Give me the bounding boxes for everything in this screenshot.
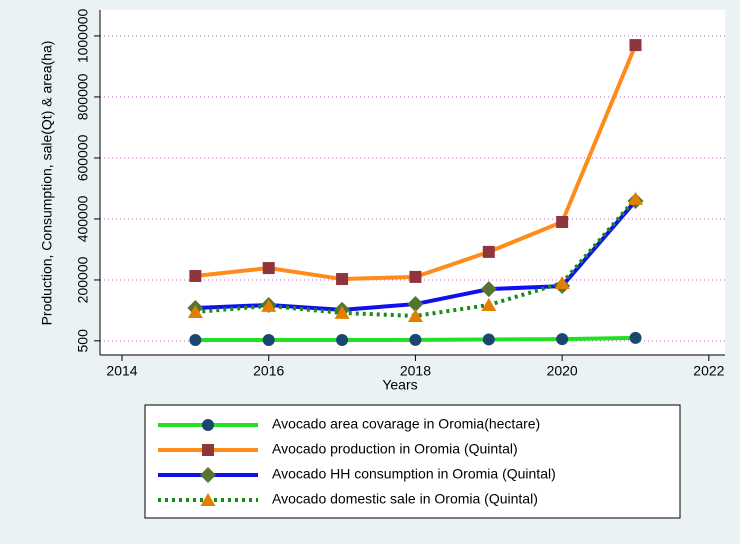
marker — [189, 334, 202, 347]
legend-label: Avocado area covarage in Oromia(hectare) — [272, 416, 540, 432]
y-tick-label: 500 — [75, 329, 91, 353]
marker — [261, 298, 277, 312]
x-tick-label: 2014 — [106, 363, 137, 379]
marker — [482, 245, 495, 258]
marker — [262, 334, 275, 347]
marker — [262, 262, 275, 275]
marker — [629, 331, 642, 344]
marker — [189, 269, 202, 282]
marker — [200, 493, 216, 506]
marker — [200, 467, 216, 483]
marker — [336, 273, 349, 286]
marker — [409, 333, 422, 346]
x-tick-label: 2016 — [253, 363, 284, 379]
y-axis-title: Production, Consumption, sale(Qt) & area… — [39, 41, 55, 326]
marker — [481, 297, 497, 311]
legend-label: Avocado production in Oromia (Quintal) — [272, 441, 518, 457]
marker — [409, 270, 422, 283]
marker — [407, 308, 423, 322]
y-tick-label: 200000 — [75, 256, 91, 303]
marker — [187, 304, 203, 318]
x-tick-label: 2020 — [547, 363, 578, 379]
marker — [482, 333, 495, 346]
x-tick-label: 2018 — [400, 363, 431, 379]
marker — [629, 39, 642, 52]
y-tick-label: 800000 — [75, 73, 91, 120]
x-axis-title: Years — [382, 377, 417, 393]
marker — [202, 419, 214, 431]
marker — [202, 444, 214, 456]
marker — [480, 281, 497, 298]
marker — [334, 305, 350, 319]
marker — [556, 216, 569, 229]
legend-label: Avocado domestic sale in Oromia (Quintal… — [272, 491, 538, 507]
legend-label: Avocado HH consumption in Oromia (Quinta… — [272, 466, 556, 482]
marker — [556, 333, 569, 346]
marker — [407, 296, 424, 313]
marker — [336, 334, 349, 347]
plot-area — [100, 10, 725, 355]
y-tick-label: 400000 — [75, 195, 91, 242]
marker — [554, 276, 570, 290]
y-tick-label: 600000 — [75, 134, 91, 181]
marker — [628, 191, 644, 205]
y-tick-label: 1000000 — [75, 8, 91, 63]
x-tick-label: 2022 — [693, 363, 724, 379]
